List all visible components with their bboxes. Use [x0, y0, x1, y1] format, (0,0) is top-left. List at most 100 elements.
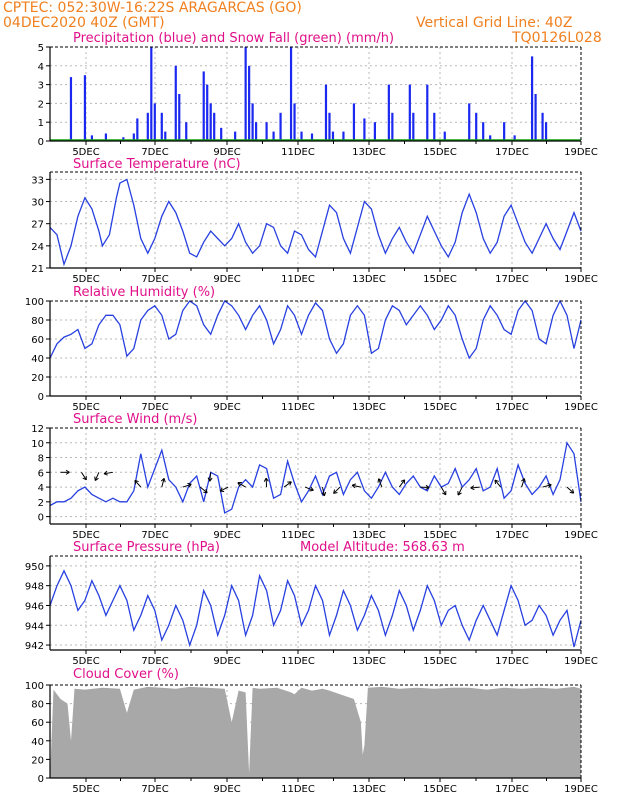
wind-arrow-head [94, 476, 99, 481]
precip-bar [164, 131, 167, 141]
wind-arrow-head [400, 479, 406, 484]
wind-xtick-label: 19DEC [564, 530, 598, 541]
wind-arrow-head [470, 485, 475, 491]
precip-bar [412, 112, 415, 141]
wind-arrow [283, 481, 292, 488]
cloud-xtick-label: 15DEC [423, 784, 457, 795]
wind-arrow-head [237, 482, 242, 487]
temperature-ytick-label: 30 [31, 198, 44, 209]
wind-arrow-head [425, 484, 430, 490]
pressure-ytick-label: 944 [25, 621, 44, 632]
wind-arrow [378, 478, 383, 488]
wind-arrow-head [309, 486, 314, 492]
pressure-ytick-label: 948 [25, 582, 44, 593]
precip-bar [174, 65, 177, 141]
pressure-subtitle: Model Altitude: 568.63 m [300, 540, 465, 555]
wind-arrow-head [207, 477, 213, 482]
precip-xtick-label: 19DEC [564, 147, 598, 158]
wind-ytick-label: 12 [31, 424, 44, 435]
wind-arrow [199, 486, 208, 494]
precip-bar [363, 118, 366, 141]
precip-bar [213, 112, 216, 141]
pressure-xtick-label: 11DEC [281, 656, 315, 667]
humidity-xtick-label: 19DEC [564, 402, 598, 413]
wind-arrow [494, 479, 502, 488]
precip-bar [206, 84, 209, 141]
model-code: TQ0126L028 [512, 30, 602, 46]
precip-bar [136, 118, 139, 141]
wind-arrow-head [457, 491, 462, 496]
wind-arrow-head [377, 478, 383, 483]
run-datetime: 04DEC2020 40Z (GMT) [3, 15, 165, 31]
precip-bar [279, 112, 282, 141]
pressure-xtick-label: 9DEC [213, 656, 240, 667]
precip-bar [248, 65, 251, 141]
wind-arrow [398, 479, 406, 488]
wind-arrow-head [82, 475, 87, 481]
precip-ytick-label: 2 [38, 99, 44, 110]
precip-bar [153, 103, 156, 141]
wind-arrow [521, 478, 525, 488]
wind-arrow-head [263, 477, 269, 482]
precip-bar [475, 112, 478, 141]
precip-title: Precipitation (blue) and Snow Fall (gree… [73, 31, 394, 46]
humidity-line [49, 299, 582, 360]
wind-arrow-head [547, 483, 552, 488]
cloud-ytick-label: 0 [38, 774, 44, 785]
wind-title: Surface Wind (m/s) [73, 412, 197, 427]
grid-line-note: Vertical Grid Line: 40Z [416, 15, 573, 31]
precip-bar [122, 137, 125, 141]
pressure-ytick-label: 950 [25, 562, 44, 573]
temperature-ytick-label: 24 [31, 242, 44, 253]
wind-arrow [219, 486, 229, 492]
precip-xtick-label: 17DEC [495, 147, 529, 158]
temperature-xtick-label: 11DEC [281, 274, 315, 285]
pressure-title: Surface Pressure (hPa) [73, 540, 220, 555]
precip-xtick-label: 9DEC [213, 147, 240, 158]
precip-bar [391, 112, 394, 141]
cloud-ytick-label: 40 [31, 737, 44, 748]
precip-bar [244, 47, 247, 141]
precip-bar [293, 103, 296, 141]
precip-bar [265, 122, 268, 141]
wind-arrow-head [351, 483, 357, 489]
precip-xtick-label: 11DEC [281, 147, 315, 158]
wind-xtick-label: 15DEC [423, 530, 457, 541]
wind-arrow [440, 486, 447, 496]
precip-bar [544, 122, 548, 141]
wind-xtick-label: 11DEC [281, 530, 315, 541]
wind-arrow [566, 486, 575, 494]
precip-bar [202, 71, 205, 141]
wind-arrow [94, 472, 100, 481]
wind-arrow-head [103, 470, 108, 476]
precip-bar [289, 47, 293, 141]
precip-bar [185, 122, 188, 141]
wind-arrow-head [494, 479, 499, 485]
wind-arrow-head [134, 479, 139, 485]
wind-line [49, 441, 582, 514]
precip-bar [255, 122, 258, 141]
humidity-ytick-label: 40 [31, 354, 44, 365]
precip-bar [272, 131, 275, 141]
cloud-xtick-label: 19DEC [564, 784, 598, 795]
precip-bar [300, 131, 303, 141]
precip-bar [352, 103, 356, 141]
humidity-xtick-label: 13DEC [352, 402, 386, 413]
cloud-xtick-label: 17DEC [495, 784, 529, 795]
humidity-xtick-label: 5DEC [72, 402, 99, 413]
cloud-ytick-label: 60 [31, 718, 44, 729]
humidity-ytick-label: 100 [25, 297, 44, 308]
wind-arrow [352, 484, 362, 488]
cloud-title: Cloud Cover (%) [73, 667, 179, 682]
wind-arrow [457, 486, 463, 496]
precip-bar [433, 112, 436, 141]
wind-arrow-head [65, 469, 70, 475]
precip-bar [482, 122, 485, 141]
precip-xtick-label: 7DEC [141, 147, 168, 158]
precip-ytick-label: 1 [38, 118, 44, 129]
humidity-xtick-label: 17DEC [495, 402, 529, 413]
cloud-xtick-label: 9DEC [213, 784, 240, 795]
precip-bar [83, 75, 87, 141]
wind-arrow-head [321, 491, 327, 497]
precip-bar [310, 133, 314, 141]
